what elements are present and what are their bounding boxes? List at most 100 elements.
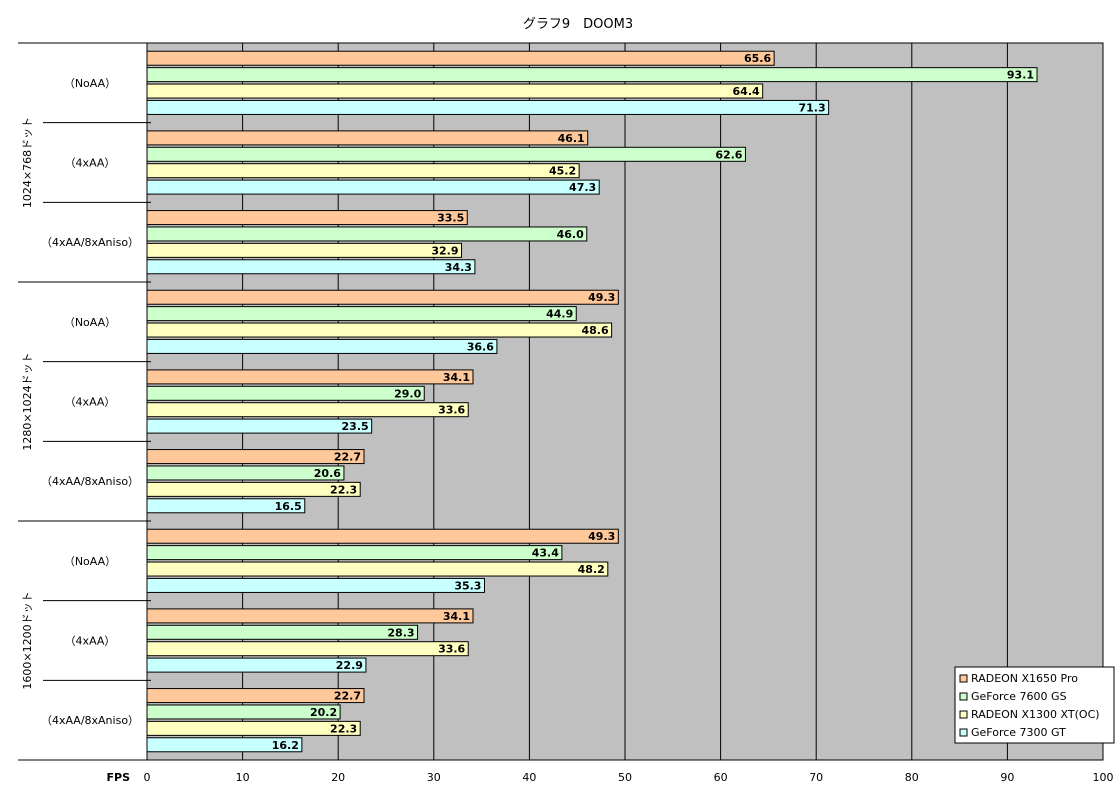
data-label: 16.2 bbox=[272, 739, 299, 752]
legend-swatch bbox=[959, 692, 968, 701]
legend-box bbox=[954, 666, 1115, 744]
bar bbox=[146, 385, 425, 401]
x-tick-label: 60 bbox=[714, 771, 728, 784]
bar bbox=[146, 688, 365, 704]
data-label: 49.3 bbox=[588, 530, 615, 543]
data-label: 35.3 bbox=[454, 579, 481, 592]
bar bbox=[146, 418, 373, 434]
data-label: 22.7 bbox=[334, 451, 361, 464]
legend-swatch bbox=[959, 728, 968, 737]
data-label: 22.3 bbox=[330, 722, 357, 735]
data-label: 48.6 bbox=[581, 324, 608, 337]
x-tick-label: 90 bbox=[1000, 771, 1014, 784]
category-label: （4xAA/8xAniso） bbox=[41, 475, 139, 488]
category-label: （4xAA） bbox=[65, 157, 116, 170]
x-tick-label: 20 bbox=[331, 771, 345, 784]
bar bbox=[146, 402, 469, 418]
legend-label: RADEON X1300 XT(OC) bbox=[971, 708, 1100, 721]
category-label: （4xAA） bbox=[65, 635, 116, 648]
bar bbox=[146, 130, 589, 146]
bar bbox=[146, 146, 746, 162]
data-label: 44.9 bbox=[546, 308, 573, 321]
bar bbox=[146, 242, 463, 258]
data-label: 45.2 bbox=[549, 165, 576, 178]
data-label: 28.3 bbox=[387, 626, 414, 639]
data-label: 34.1 bbox=[443, 610, 470, 623]
bar bbox=[146, 577, 485, 593]
data-label: 43.4 bbox=[532, 547, 559, 560]
legend-label: GeForce 7600 GS bbox=[971, 690, 1067, 703]
data-label: 33.6 bbox=[438, 404, 465, 417]
data-label: 20.2 bbox=[310, 706, 337, 719]
data-label: 34.3 bbox=[445, 261, 472, 274]
data-label: 49.3 bbox=[588, 291, 615, 304]
data-label: 33.5 bbox=[437, 212, 464, 225]
bar bbox=[146, 608, 474, 624]
bar bbox=[146, 624, 419, 640]
data-label: 47.3 bbox=[569, 181, 596, 194]
bar bbox=[146, 449, 365, 465]
x-axis-label: FPS bbox=[107, 771, 131, 784]
data-label: 22.9 bbox=[336, 659, 363, 672]
category-label: （4xAA/8xAniso） bbox=[41, 236, 139, 249]
category-label: （4xAA） bbox=[65, 396, 116, 409]
bar bbox=[146, 259, 476, 275]
data-label: 48.2 bbox=[578, 563, 605, 576]
x-tick-label: 80 bbox=[905, 771, 919, 784]
bar bbox=[146, 306, 577, 322]
data-label: 93.1 bbox=[1007, 69, 1034, 82]
legend-swatch bbox=[959, 674, 968, 683]
bar bbox=[146, 528, 619, 544]
bar bbox=[146, 720, 361, 736]
bar bbox=[146, 561, 609, 577]
bar bbox=[146, 99, 830, 115]
bar bbox=[146, 369, 474, 385]
x-tick-label: 50 bbox=[618, 771, 632, 784]
bar bbox=[146, 210, 468, 226]
x-tick-label: 30 bbox=[427, 771, 441, 784]
category-label: （NoAA） bbox=[64, 555, 116, 568]
data-label: 46.0 bbox=[557, 228, 584, 241]
bar bbox=[146, 545, 563, 561]
data-label: 22.7 bbox=[334, 690, 361, 703]
resolution-label: 1280×1024ドット bbox=[21, 352, 34, 450]
data-label: 16.5 bbox=[275, 500, 302, 513]
data-label: 32.9 bbox=[431, 244, 458, 257]
bar bbox=[146, 641, 469, 657]
data-label: 62.6 bbox=[715, 148, 742, 161]
bar bbox=[146, 338, 498, 354]
bar bbox=[146, 289, 619, 305]
bar bbox=[146, 179, 600, 195]
data-label: 46.1 bbox=[558, 132, 585, 145]
data-label: 71.3 bbox=[798, 101, 825, 114]
category-label: （NoAA） bbox=[64, 316, 116, 329]
resolution-label: 1600×1200ドット bbox=[21, 591, 34, 689]
bar bbox=[146, 322, 613, 338]
bar bbox=[146, 67, 1038, 83]
legend-label: GeForce 7300 GT bbox=[971, 726, 1066, 739]
x-tick-label: 0 bbox=[144, 771, 151, 784]
x-tick-label: 40 bbox=[522, 771, 536, 784]
data-label: 20.6 bbox=[314, 467, 341, 480]
legend: RADEON X1650 Pro GeForce 7600 GS RADEON X1… bbox=[954, 666, 1115, 744]
bar bbox=[146, 481, 361, 497]
bar bbox=[146, 226, 588, 242]
data-label: 65.6 bbox=[744, 52, 771, 65]
plot-area bbox=[146, 42, 1104, 761]
x-tick-label: 70 bbox=[809, 771, 823, 784]
bar bbox=[146, 657, 367, 673]
category-label: （4xAA/8xAniso） bbox=[41, 714, 139, 727]
data-label: 36.6 bbox=[467, 340, 494, 353]
x-tick-label: 100 bbox=[1093, 771, 1114, 784]
data-label: 29.0 bbox=[394, 387, 421, 400]
bar bbox=[146, 83, 764, 99]
bar bbox=[146, 50, 775, 66]
resolution-label: 1024×768ドット bbox=[21, 117, 34, 208]
category-label: （NoAA） bbox=[64, 77, 116, 90]
data-label: 64.4 bbox=[733, 85, 760, 98]
bar bbox=[146, 163, 580, 179]
legend-swatch bbox=[959, 710, 968, 719]
chart-title: グラフ9 DOOM3 bbox=[523, 17, 633, 32]
data-label: 33.6 bbox=[438, 643, 465, 656]
